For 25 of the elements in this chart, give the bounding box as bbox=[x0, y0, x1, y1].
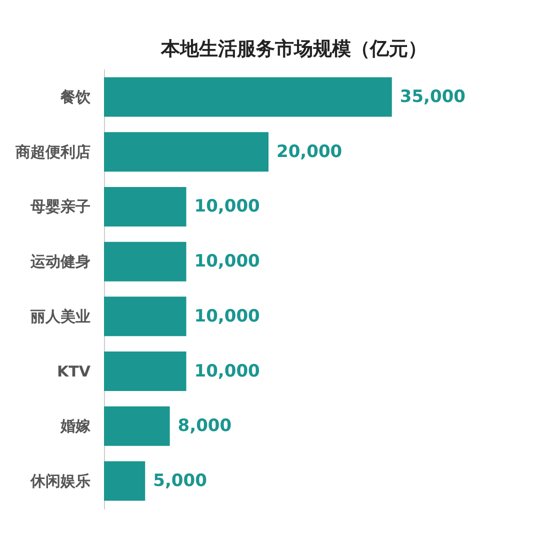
bar bbox=[104, 186, 186, 226]
y-tick-label: 婚嫁 bbox=[60, 417, 92, 436]
chart-title: 本地生活服务市场规模（亿元） bbox=[160, 38, 427, 60]
data-label: 5,000 bbox=[153, 471, 208, 492]
data-label: 10,000 bbox=[194, 196, 260, 217]
y-tick-label: KTV bbox=[57, 362, 91, 380]
bar bbox=[104, 461, 146, 501]
bar bbox=[104, 242, 186, 282]
bar bbox=[104, 132, 268, 172]
bar bbox=[104, 406, 170, 446]
data-label: 8,000 bbox=[178, 416, 232, 436]
y-tick-label: 运动健身 bbox=[30, 252, 90, 271]
data-label: 10,000 bbox=[194, 252, 260, 272]
data-label: 20,000 bbox=[276, 142, 342, 162]
bar bbox=[104, 77, 392, 117]
data-label: 35,000 bbox=[400, 86, 466, 107]
y-tick-label: 餐饮 bbox=[60, 88, 92, 106]
bar bbox=[104, 352, 186, 392]
y-tick-label: 休闲娱乐 bbox=[30, 472, 90, 490]
data-label: 10,000 bbox=[194, 361, 260, 382]
y-tick-label: 母婴亲子 bbox=[30, 198, 90, 216]
y-tick-label: 商超便利店 bbox=[14, 142, 90, 161]
data-label: 10,000 bbox=[194, 306, 260, 326]
y-tick-label: 丽人美业 bbox=[30, 307, 90, 326]
bar bbox=[104, 296, 186, 336]
